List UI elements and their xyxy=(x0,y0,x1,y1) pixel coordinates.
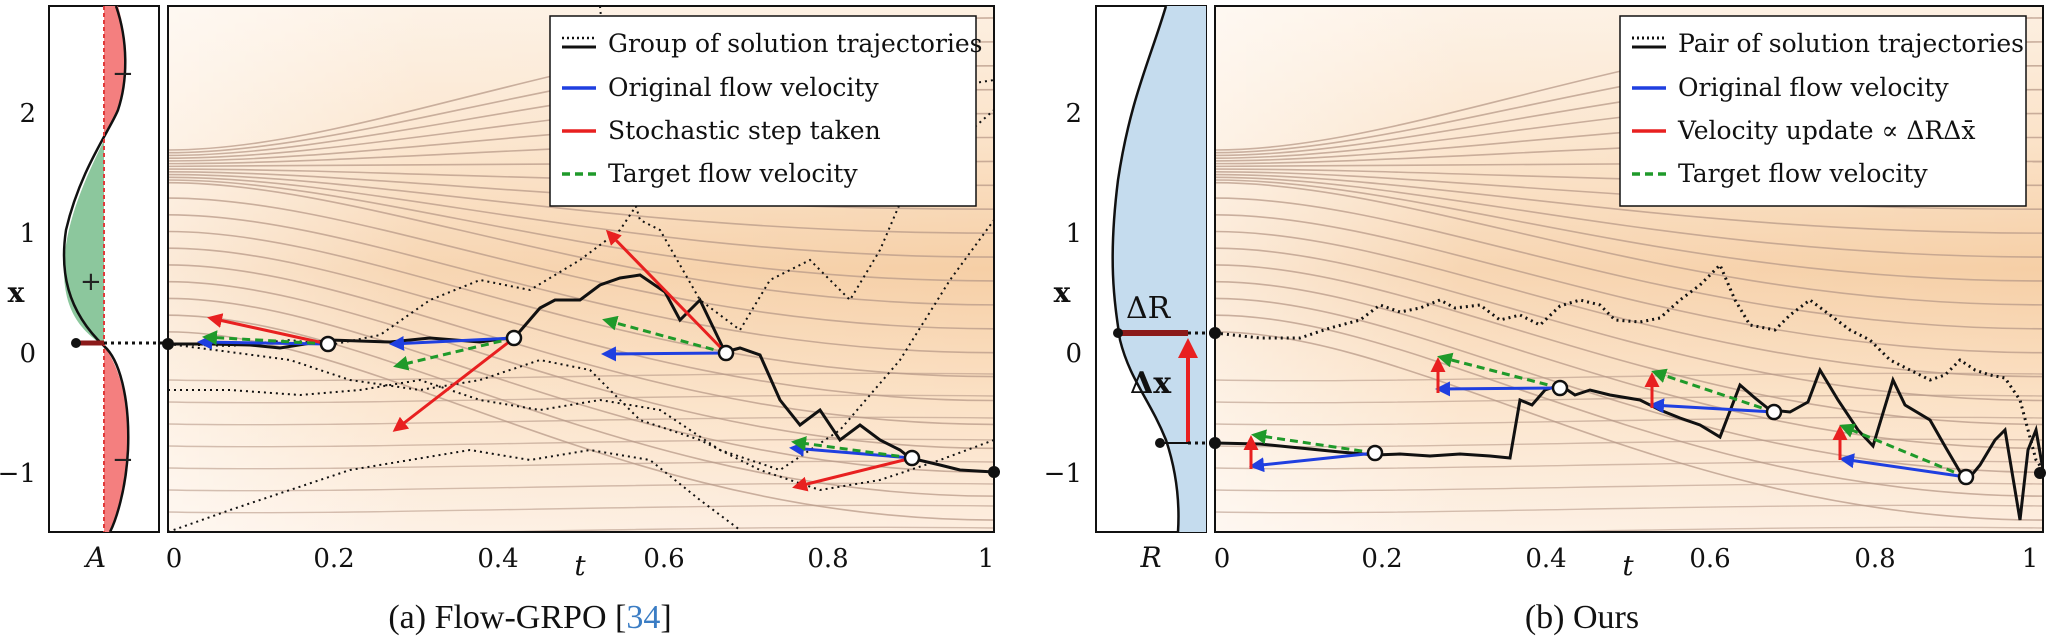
legend-item-trajectories: Pair of solution trajectories xyxy=(1678,29,2024,58)
x-tick: 0.4 xyxy=(477,544,518,574)
flow-streamline xyxy=(168,179,994,282)
flow-streamline xyxy=(168,213,994,354)
flow-streamline xyxy=(1215,181,2043,306)
flow-streamline xyxy=(168,482,994,492)
flow-streamline xyxy=(168,173,994,234)
arrows-b xyxy=(1243,352,1975,486)
delta-r-label: ΔR xyxy=(1126,291,1172,326)
arrows-a xyxy=(197,229,921,492)
flow-streamline xyxy=(168,297,994,474)
flow-streamline xyxy=(168,504,994,514)
x-tick: 1 xyxy=(978,544,995,574)
y-axis-label: x xyxy=(8,276,25,309)
legend-item-original-velocity: Original flow velocity xyxy=(1678,73,1949,102)
flow-streamline xyxy=(1215,438,2043,448)
y-tick: 2 xyxy=(1065,99,1082,129)
flow-streamline xyxy=(1215,482,2043,492)
flow-streamline xyxy=(1215,173,2043,234)
legend-item-stochastic-step: Stochastic step taken xyxy=(608,116,881,145)
caption-a: (a) Flow-GRPO [34] xyxy=(388,599,671,636)
flow-streamline xyxy=(1215,213,2043,354)
flow-streamline xyxy=(1215,179,2043,282)
minus-sign-bottom: − xyxy=(112,445,134,475)
y-tick: 0 xyxy=(19,339,36,369)
flow-streamline xyxy=(168,176,994,258)
flow-streamline xyxy=(1215,230,2043,378)
x-tick: 0.8 xyxy=(807,544,848,574)
panel-b: ΔR Δx R 2 1 0 −1 x xyxy=(1044,5,2046,636)
x-tick: 0.6 xyxy=(643,544,684,574)
flow-streamline xyxy=(1215,197,2043,330)
y-tick: −1 xyxy=(0,459,36,489)
x-axis-label: t xyxy=(1622,549,1634,582)
y-axis-a: 2 1 0 −1 x xyxy=(0,99,36,489)
dotted-trajectory-b xyxy=(1215,262,2043,471)
x-tick: 0.2 xyxy=(1361,544,1402,574)
y-axis-b: 2 1 0 −1 x xyxy=(1044,99,1082,489)
flow-streamline xyxy=(1215,264,2043,426)
x-tick: 0.6 xyxy=(1689,544,1730,574)
plus-sign: + xyxy=(80,267,102,297)
legend-item-target-velocity: Target flow velocity xyxy=(608,159,858,188)
delta-x-label: Δx xyxy=(1130,366,1172,401)
side-density-a: − + − A xyxy=(48,5,168,574)
dotted-trajectories-a xyxy=(168,6,994,532)
minus-sign-top: − xyxy=(112,59,134,89)
x-tick: 0.4 xyxy=(1525,544,1566,574)
panel-a: − + − A 2 1 0 −1 x xyxy=(0,5,1000,636)
side-density-b: ΔR Δx R xyxy=(1095,5,1215,574)
y-tick: 0 xyxy=(1065,339,1082,369)
x-axis-a: 0 0.2 0.4 0.6 0.8 1 t xyxy=(166,544,995,582)
flow-streamline xyxy=(168,171,994,211)
flow-streamline xyxy=(168,372,994,382)
y-tick: 1 xyxy=(1065,219,1082,249)
flow-streamline xyxy=(1215,504,2043,514)
side-label-a: A xyxy=(83,541,106,574)
flow-streamline xyxy=(168,438,994,448)
flow-streamline xyxy=(1215,314,2043,497)
flow-streamline xyxy=(168,247,994,402)
flow-streamline xyxy=(168,460,994,470)
flow-streamline xyxy=(1215,331,2043,521)
flow-streamline xyxy=(168,394,994,404)
flow-streamline xyxy=(1215,171,2043,211)
flow-streamline xyxy=(168,181,994,306)
flow-streamline xyxy=(168,264,994,426)
x-tick: 1 xyxy=(2022,544,2039,574)
legend-a: Group of solution trajectories Original … xyxy=(549,15,983,207)
flow-streamline xyxy=(1215,176,2043,258)
y-tick: 1 xyxy=(19,219,36,249)
legend-item-original-velocity: Original flow velocity xyxy=(608,73,879,102)
x-axis-b: 0 0.2 0.4 0.6 0.8 1 t xyxy=(1214,544,2039,582)
y-tick: 2 xyxy=(19,99,36,129)
y-axis-label: x xyxy=(1054,276,1071,309)
legend-item-trajectories: Group of solution trajectories xyxy=(608,29,983,58)
flow-streamline xyxy=(1215,394,2043,404)
flow-streamline xyxy=(1215,372,2043,382)
flow-streamline xyxy=(168,230,994,378)
x-tick: 0 xyxy=(1214,544,1231,574)
caption-b: (b) Ours xyxy=(1525,599,1639,636)
flow-streamline xyxy=(1215,416,2043,426)
x-tick: 0.2 xyxy=(313,544,354,574)
flow-streamline xyxy=(168,197,994,330)
legend-b: Pair of solution trajectories Original f… xyxy=(1619,15,2027,207)
flow-streamline xyxy=(168,416,994,426)
x-tick: 0.8 xyxy=(1854,544,1895,574)
x-axis-label: t xyxy=(574,549,586,582)
y-tick: −1 xyxy=(1044,459,1082,489)
x-tick: 0 xyxy=(166,544,183,574)
legend-item-velocity-update: Velocity update ∝ ΔRΔx̄ xyxy=(1677,116,1975,145)
legend-item-target-velocity: Target flow velocity xyxy=(1678,159,1928,188)
side-label-b: R xyxy=(1139,541,1161,574)
flow-streamline xyxy=(1215,460,2043,470)
